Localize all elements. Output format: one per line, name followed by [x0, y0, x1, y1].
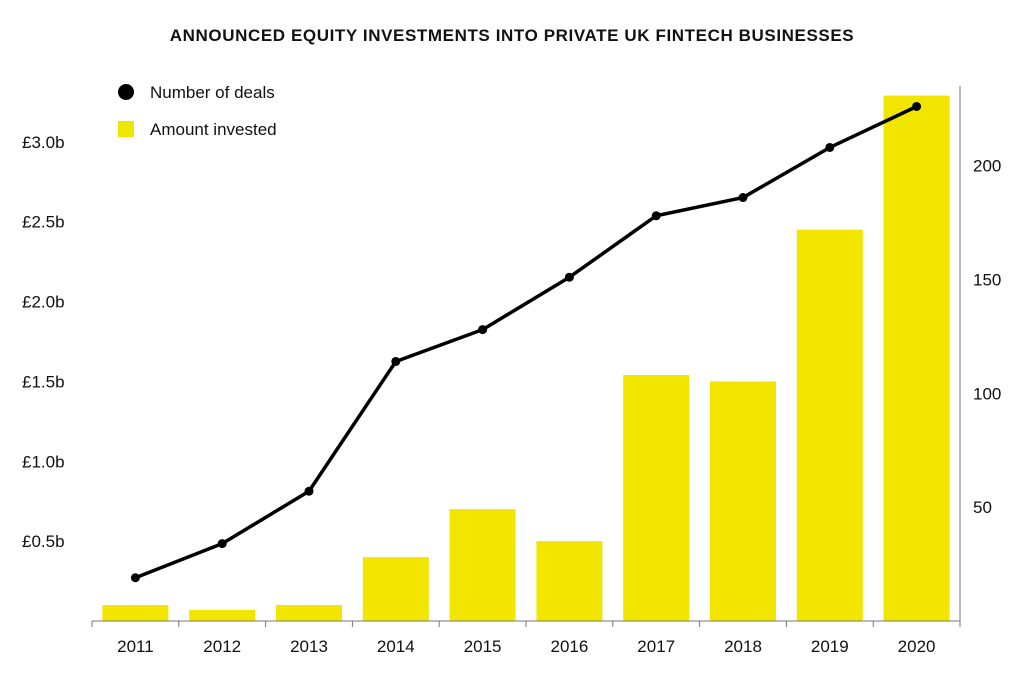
bar-2020	[883, 95, 950, 621]
deal-point-2015	[478, 325, 488, 335]
deal-point-2013	[304, 486, 314, 496]
left-axis-ticks: £0.5b £1.0b £1.5b £2.0b £2.5b £3.0b	[22, 133, 65, 551]
x-tick-label-2018: 2018	[724, 637, 762, 656]
x-axis-ticks: 2011 2012 2013 2014 2015 2016 2017 2018 2019 2020	[91, 621, 961, 656]
bar-2019	[796, 229, 863, 622]
bar-2013	[276, 605, 342, 621]
x-tick-label-2017: 2017	[637, 637, 675, 656]
deals-line-group	[130, 101, 922, 583]
x-tick-label-2013: 2013	[290, 637, 328, 656]
left-tick-label: £2.5b	[22, 213, 65, 232]
deal-point-2012	[217, 539, 227, 549]
bars-group	[102, 95, 950, 622]
left-tick-label: £0.5b	[22, 532, 65, 551]
x-tick-label-2019: 2019	[811, 637, 849, 656]
right-tick-label: 50	[973, 498, 992, 517]
deals-line	[134, 104, 918, 580]
x-tick-label-2016: 2016	[550, 637, 588, 656]
left-tick-label: £2.0b	[22, 293, 65, 312]
deal-point-2020	[912, 101, 922, 111]
x-tick-label-2020: 2020	[898, 637, 936, 656]
right-tick-label: 150	[973, 271, 1001, 290]
x-tick-label-2014: 2014	[377, 637, 415, 656]
bar-2012	[189, 609, 256, 621]
left-tick-label: £3.0b	[22, 133, 65, 152]
left-tick-label: £1.0b	[22, 452, 65, 471]
right-tick-label: 100	[973, 384, 1001, 403]
legend: Number of deals Amount invested	[118, 83, 277, 139]
legend-marker-amount	[118, 121, 134, 137]
deal-point-2019	[825, 142, 835, 152]
deal-point-2017	[651, 211, 661, 221]
x-tick-label-2011: 2011	[117, 637, 154, 656]
deal-point-2018	[738, 193, 748, 203]
x-tick-label-2012: 2012	[203, 637, 241, 656]
legend-marker-deals	[118, 84, 134, 100]
right-tick-label: 200	[973, 157, 1001, 176]
deal-point-2014	[391, 356, 401, 366]
deal-point-2011	[130, 573, 140, 583]
bar-2016	[536, 541, 603, 621]
bar-2017	[623, 375, 690, 621]
bar-2014	[362, 557, 429, 621]
bar-2011	[102, 605, 169, 621]
chart-title: ANNOUNCED EQUITY INVESTMENTS INTO PRIVAT…	[169, 26, 855, 45]
legend-label-deals: Number of deals	[150, 83, 275, 102]
legend-label-amount: Amount invested	[150, 120, 277, 139]
x-tick-label-2015: 2015	[464, 637, 502, 656]
bar-2018	[710, 381, 776, 621]
right-axis-ticks: 50 100 150 200	[973, 157, 1001, 517]
bar-2015	[449, 509, 516, 621]
deal-point-2016	[564, 272, 574, 282]
left-tick-label: £1.5b	[22, 372, 65, 391]
